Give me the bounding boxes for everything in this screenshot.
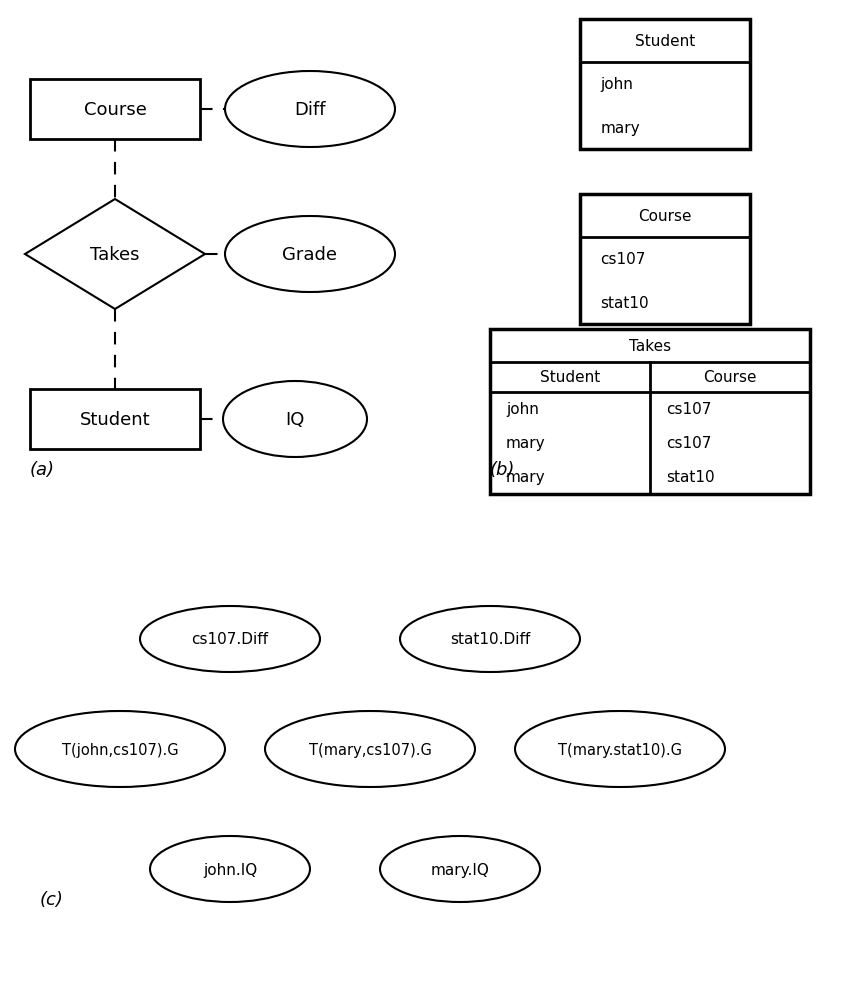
Text: (a): (a) xyxy=(30,460,55,478)
Text: Student: Student xyxy=(540,370,600,385)
Text: Diff: Diff xyxy=(294,101,326,119)
Text: T(mary.stat10).G: T(mary.stat10).G xyxy=(558,742,682,756)
Text: john: john xyxy=(600,78,633,92)
Text: T(john,cs107).G: T(john,cs107).G xyxy=(62,742,178,756)
Text: mary: mary xyxy=(506,436,546,451)
Ellipse shape xyxy=(400,606,580,672)
Text: john.IQ: john.IQ xyxy=(203,862,257,877)
Text: Takes: Takes xyxy=(90,246,139,263)
Bar xyxy=(580,20,750,150)
Bar xyxy=(490,330,810,494)
Text: cs107: cs107 xyxy=(666,402,711,416)
Ellipse shape xyxy=(380,836,540,903)
Text: IQ: IQ xyxy=(286,411,304,428)
Text: stat10: stat10 xyxy=(600,295,649,310)
Text: mary: mary xyxy=(600,120,640,136)
Text: (b): (b) xyxy=(490,460,515,478)
Text: stat10.Diff: stat10.Diff xyxy=(450,632,530,647)
Text: Course: Course xyxy=(83,101,146,119)
Ellipse shape xyxy=(150,836,310,903)
Text: cs107: cs107 xyxy=(600,252,646,267)
Polygon shape xyxy=(25,200,205,310)
Text: cs107: cs107 xyxy=(666,436,711,451)
Ellipse shape xyxy=(225,72,395,148)
Ellipse shape xyxy=(15,712,225,787)
Text: Course: Course xyxy=(638,209,692,224)
Text: Student: Student xyxy=(80,411,150,428)
Text: (c): (c) xyxy=(40,890,64,909)
Ellipse shape xyxy=(140,606,320,672)
Text: Student: Student xyxy=(635,34,695,49)
Text: stat10: stat10 xyxy=(666,470,715,485)
Text: cs107.Diff: cs107.Diff xyxy=(191,632,269,647)
Text: Grade: Grade xyxy=(282,246,337,263)
Ellipse shape xyxy=(265,712,475,787)
Text: T(mary,cs107).G: T(mary,cs107).G xyxy=(309,742,432,756)
Text: Takes: Takes xyxy=(629,339,671,354)
Ellipse shape xyxy=(515,712,725,787)
Text: Course: Course xyxy=(703,370,756,385)
Ellipse shape xyxy=(225,217,395,292)
Text: mary: mary xyxy=(506,470,546,485)
Ellipse shape xyxy=(223,382,367,457)
Bar xyxy=(30,390,200,449)
Bar xyxy=(580,195,750,325)
Text: mary.IQ: mary.IQ xyxy=(431,862,490,877)
Text: john: john xyxy=(506,402,539,416)
Bar xyxy=(30,80,200,140)
